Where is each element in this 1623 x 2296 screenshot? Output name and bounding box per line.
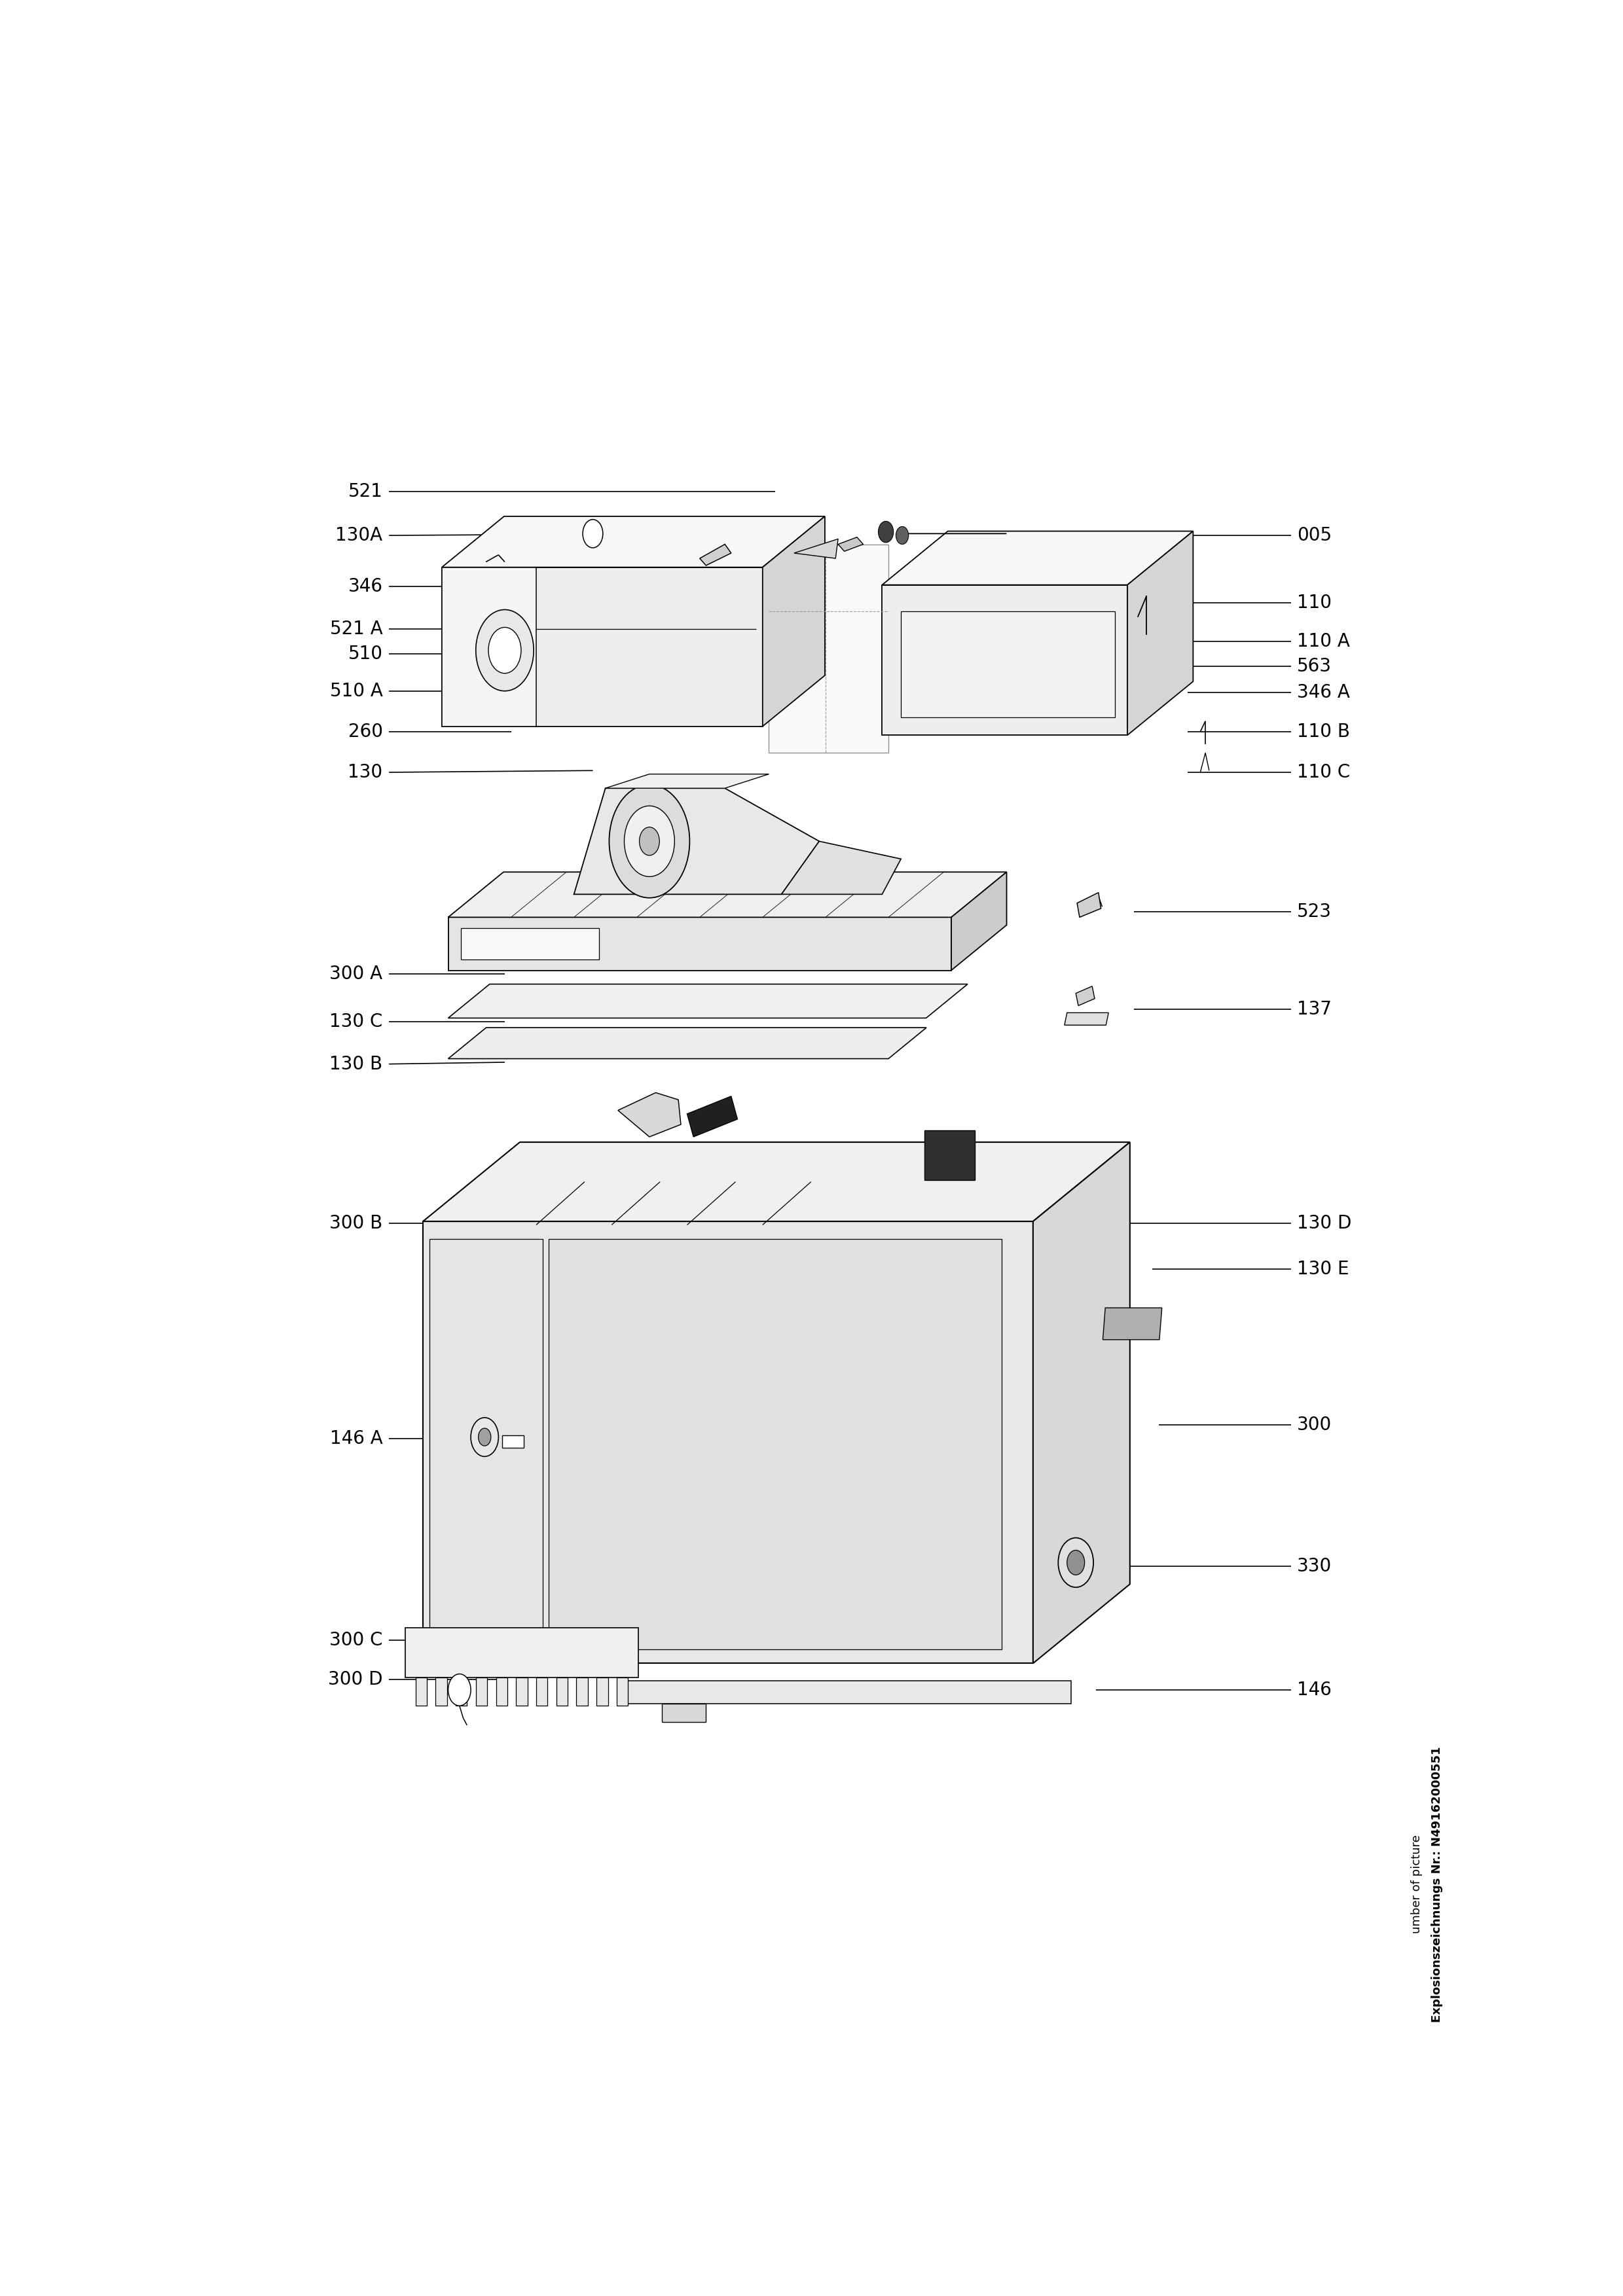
Text: 146 A: 146 A	[329, 1430, 383, 1449]
Polygon shape	[763, 517, 824, 726]
Text: 563: 563	[1297, 657, 1332, 675]
Text: 110 C: 110 C	[1297, 762, 1350, 781]
Polygon shape	[901, 611, 1115, 716]
Text: 300 B: 300 B	[329, 1215, 383, 1233]
Text: 510: 510	[347, 645, 383, 664]
Polygon shape	[617, 1678, 628, 1706]
Polygon shape	[448, 872, 1006, 918]
Polygon shape	[576, 1678, 588, 1706]
Circle shape	[448, 1674, 471, 1706]
Circle shape	[609, 785, 690, 898]
Circle shape	[476, 611, 534, 691]
Polygon shape	[782, 840, 901, 893]
Polygon shape	[557, 1678, 568, 1706]
Polygon shape	[883, 585, 1128, 735]
Polygon shape	[575, 788, 820, 893]
Polygon shape	[497, 1678, 508, 1706]
Text: 130A: 130A	[336, 526, 383, 544]
Text: 137: 137	[1297, 1001, 1332, 1019]
Text: 130 D: 130 D	[1297, 1215, 1352, 1233]
Text: 300: 300	[1297, 1417, 1332, 1433]
Circle shape	[625, 806, 675, 877]
Polygon shape	[1065, 1013, 1109, 1024]
Polygon shape	[448, 918, 951, 971]
Polygon shape	[516, 1678, 527, 1706]
Polygon shape	[536, 1678, 547, 1706]
Polygon shape	[441, 567, 536, 726]
Polygon shape	[549, 1240, 1001, 1649]
Circle shape	[489, 627, 521, 673]
Polygon shape	[700, 544, 730, 565]
Circle shape	[471, 1417, 498, 1456]
Text: 346: 346	[347, 579, 383, 597]
Text: 130 E: 130 E	[1297, 1261, 1349, 1279]
Text: Explosionszeichnungs Nr.: N49162000551: Explosionszeichnungs Nr.: N49162000551	[1431, 1747, 1443, 2023]
Polygon shape	[441, 517, 824, 567]
Polygon shape	[456, 1678, 467, 1706]
Polygon shape	[769, 544, 888, 753]
Text: 110 A: 110 A	[1297, 631, 1350, 650]
Circle shape	[1058, 1538, 1094, 1587]
Polygon shape	[794, 540, 837, 558]
Polygon shape	[448, 985, 967, 1017]
Circle shape	[479, 1428, 490, 1446]
Text: 521: 521	[347, 482, 383, 501]
Polygon shape	[597, 1678, 609, 1706]
Text: 146: 146	[1297, 1681, 1332, 1699]
Polygon shape	[662, 1704, 706, 1722]
Polygon shape	[1128, 530, 1193, 735]
Circle shape	[583, 519, 602, 549]
Circle shape	[878, 521, 893, 542]
Polygon shape	[1032, 1141, 1130, 1662]
Circle shape	[896, 526, 909, 544]
Polygon shape	[424, 1141, 1130, 1221]
Circle shape	[639, 827, 659, 856]
Text: umber of picture: umber of picture	[1410, 1835, 1423, 1933]
Polygon shape	[502, 1435, 524, 1449]
Polygon shape	[618, 1093, 680, 1137]
Text: 110: 110	[1297, 592, 1332, 611]
Polygon shape	[687, 1095, 737, 1137]
Text: 330: 330	[1297, 1557, 1332, 1575]
Polygon shape	[605, 774, 769, 788]
Polygon shape	[925, 1130, 975, 1180]
Text: 510 A: 510 A	[329, 682, 383, 700]
Text: 005: 005	[1297, 526, 1332, 544]
Text: 130 B: 130 B	[329, 1054, 383, 1072]
Polygon shape	[618, 1681, 1071, 1704]
Polygon shape	[1076, 987, 1094, 1006]
Text: 110 B: 110 B	[1297, 723, 1350, 742]
Polygon shape	[424, 1221, 1032, 1662]
Polygon shape	[435, 1678, 446, 1706]
Text: 130 C: 130 C	[329, 1013, 383, 1031]
Polygon shape	[441, 567, 763, 726]
Polygon shape	[883, 530, 1193, 585]
Text: 521 A: 521 A	[329, 620, 383, 638]
Text: 260: 260	[347, 723, 383, 742]
Polygon shape	[406, 1628, 638, 1678]
Polygon shape	[448, 1029, 927, 1058]
Text: 300 D: 300 D	[328, 1669, 383, 1688]
Text: 300 C: 300 C	[329, 1630, 383, 1649]
Circle shape	[1066, 1550, 1084, 1575]
Polygon shape	[476, 1678, 487, 1706]
Polygon shape	[461, 928, 599, 960]
Text: 523: 523	[1297, 902, 1332, 921]
Text: 300 A: 300 A	[329, 964, 383, 983]
Text: 346 A: 346 A	[1297, 684, 1350, 703]
Text: 130: 130	[347, 762, 383, 781]
Polygon shape	[837, 537, 863, 551]
Polygon shape	[1078, 893, 1100, 918]
Polygon shape	[1102, 1309, 1162, 1339]
Polygon shape	[951, 872, 1006, 971]
Polygon shape	[415, 1678, 427, 1706]
Polygon shape	[428, 1240, 542, 1646]
